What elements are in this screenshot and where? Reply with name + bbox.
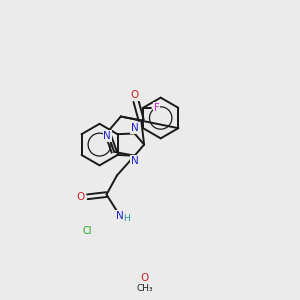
Text: N: N — [131, 156, 138, 166]
Text: Cl: Cl — [83, 226, 92, 236]
Text: CH₃: CH₃ — [136, 284, 153, 293]
Text: H: H — [124, 214, 130, 223]
Text: N: N — [116, 211, 124, 220]
Text: O: O — [76, 192, 85, 202]
Text: N: N — [103, 131, 111, 141]
Text: F: F — [154, 103, 159, 113]
Text: N: N — [131, 123, 138, 133]
Text: O: O — [130, 90, 139, 100]
Text: O: O — [140, 273, 148, 283]
